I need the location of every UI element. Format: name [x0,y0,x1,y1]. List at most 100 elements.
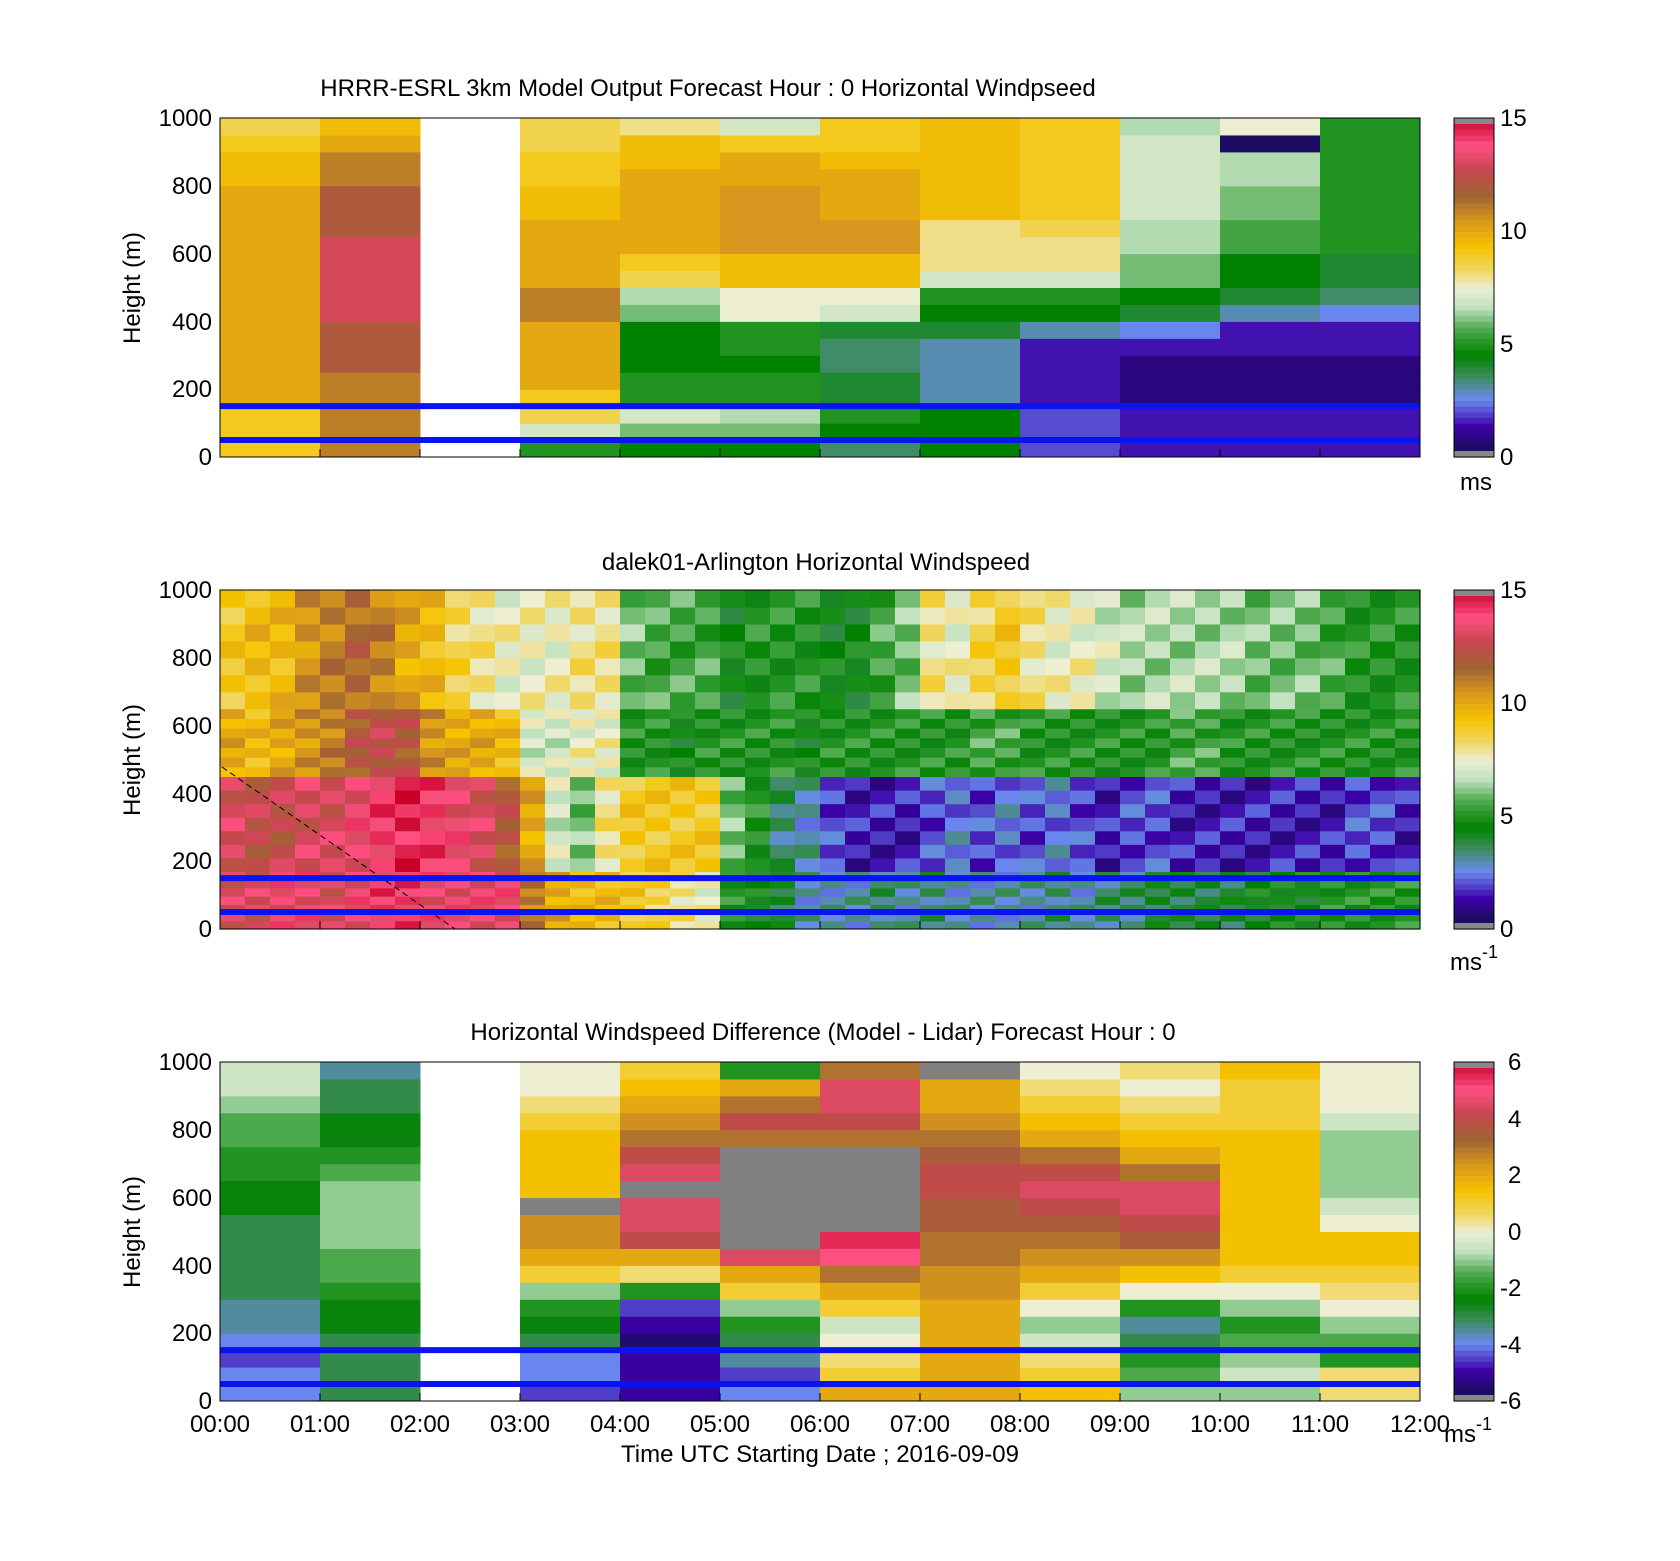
heatmap-cell [1395,887,1421,897]
colorbar-swatch [1454,765,1494,772]
heatmap-cell [670,887,696,897]
heatmap-cell [720,134,821,153]
heatmap-cell [770,830,796,845]
heatmap-cell [1220,1095,1321,1114]
heatmap-cell [1320,1350,1421,1368]
heatmap-cell [620,355,721,373]
heatmap-cell [370,817,396,832]
heatmap-cell [620,718,646,729]
heatmap-cell [1320,1248,1421,1266]
heatmap-cell [1145,790,1171,805]
heatmap-cell [1320,691,1346,710]
heatmap-cell [895,904,921,914]
heatmap-cell [220,1367,321,1385]
heatmap-cell [945,657,971,676]
heatmap-cell [1045,757,1071,768]
heatmap-cell [1395,817,1421,832]
heatmap-cell [1395,657,1421,676]
heatmap-cell [395,747,421,758]
heatmap-cell [1395,857,1421,872]
heatmap-cell [570,904,596,914]
heatmap-cell [320,887,346,897]
heatmap-cell [320,202,421,221]
heatmap-cell [695,606,721,625]
heatmap-cell [445,718,471,729]
colorbar-swatch [1454,1135,1494,1142]
heatmap-cell [1345,844,1371,859]
heatmap-cell [1145,657,1171,676]
colorbar-swatch [1454,1384,1494,1391]
heatmap-cell [295,879,321,889]
heatmap-cell [320,857,346,872]
heatmap-cell [1320,1112,1421,1131]
heatmap-cell [1220,1265,1321,1283]
heatmap-cell [1220,718,1246,729]
heatmap-cell [320,372,421,390]
heatmap-cell [1170,590,1196,608]
heatmap-cell [1370,776,1396,791]
heatmap-cell [320,718,346,729]
colorbar-swatch [1454,1259,1494,1266]
heatmap-cell [370,590,396,608]
panel2-title: dalek01-Arlington Horizontal Windspeed [602,549,1030,576]
x-tick-label: 02:00 [390,1411,450,1438]
colorbar-swatch [1454,151,1494,159]
heatmap-cell [570,691,596,710]
heatmap-cell [1245,766,1271,778]
heatmap-cell [595,896,621,905]
heatmap-cell [220,1095,321,1114]
heatmap-cell [520,1384,621,1402]
heatmap-cell [420,790,446,805]
heatmap-cell [1345,766,1371,778]
heatmap-cell [670,747,696,758]
heatmap-cell [1120,1112,1221,1131]
heatmap-cell [395,657,421,676]
heatmap-cell [1320,640,1346,659]
heatmap-cell [820,708,846,719]
heatmap-cell [995,879,1021,889]
panel3-title: Horizontal Windspeed Difference (Model -… [470,1019,1175,1046]
heatmap-cell [220,857,246,872]
heatmap-cell [1070,657,1096,676]
heatmap-cell [920,757,946,768]
heatmap-cell [1370,830,1396,845]
heatmap-cell [1345,803,1371,818]
heatmap-cell [720,423,821,441]
heatmap-cell [220,817,246,832]
heatmap-cell [320,1333,421,1351]
heatmap-cell [745,737,771,748]
heatmap-cell [1295,708,1321,719]
heatmap-cell [1320,1316,1421,1334]
heatmap-cell [920,202,1021,221]
heatmap-cell [1220,185,1321,204]
heatmap-cell [245,623,271,642]
heatmap-cell [795,766,821,778]
heatmap-cell [1020,1350,1121,1368]
heatmap-cell [1095,728,1121,739]
heatmap-cell [1295,896,1321,905]
heatmap-cell [670,904,696,914]
heatmap-cell [870,640,896,659]
heatmap-cell [670,708,696,719]
heatmap-cell [1120,830,1146,845]
heatmap-cell [1320,803,1346,818]
heatmap-cell [1270,857,1296,872]
heatmap-cell [720,904,746,914]
heatmap-cell [320,253,421,272]
heatmap-cell [320,151,421,170]
heatmap-cell [620,1180,721,1199]
heatmap-cell [320,817,346,832]
heatmap-cell [270,691,296,710]
heatmap-cell [220,1197,321,1216]
heatmap-cell [1395,879,1421,889]
heatmap-cell [620,904,646,914]
heatmap-cell [520,423,621,441]
heatmap-cell [1320,389,1421,407]
heatmap-cell [520,270,621,288]
heatmap-cell [1220,830,1246,845]
heatmap-cell [1020,338,1121,356]
heatmap-cell [1120,912,1146,922]
heatmap-cell [1295,920,1321,930]
heatmap-cell [345,803,371,818]
heatmap-cell [1220,304,1321,322]
